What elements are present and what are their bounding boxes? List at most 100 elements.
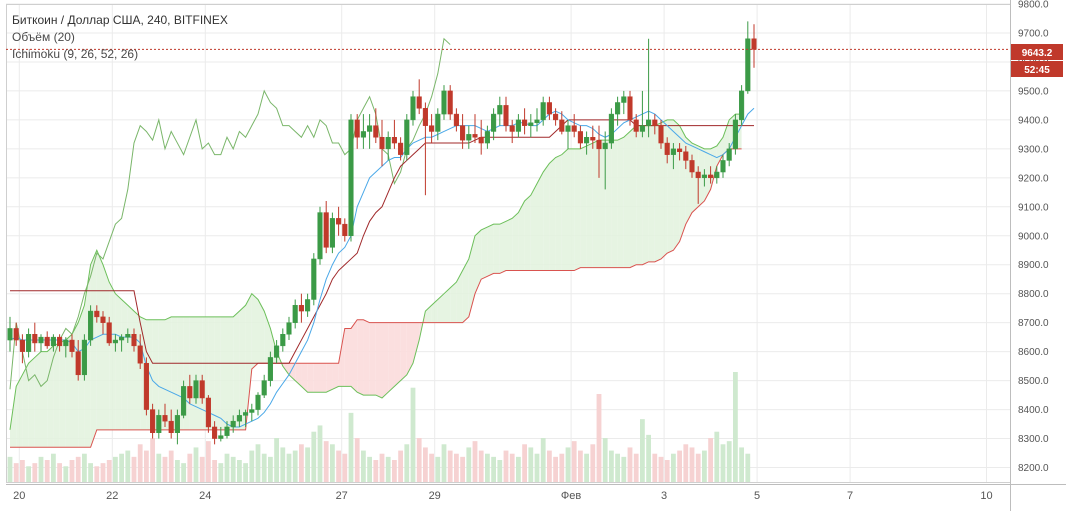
candle-body[interactable] bbox=[633, 119, 639, 132]
candle-body[interactable] bbox=[342, 223, 348, 237]
candle-body[interactable] bbox=[236, 415, 242, 422]
candle[interactable] bbox=[205, 395, 211, 433]
candle[interactable] bbox=[267, 351, 273, 387]
candle-body[interactable] bbox=[230, 420, 236, 428]
candle[interactable] bbox=[168, 409, 174, 439]
candle-body[interactable] bbox=[193, 380, 199, 399]
candle-body[interactable] bbox=[453, 113, 459, 126]
candle-body[interactable] bbox=[559, 119, 565, 132]
candle[interactable] bbox=[447, 85, 453, 120]
candle[interactable] bbox=[422, 102, 428, 196]
candle[interactable] bbox=[708, 166, 714, 184]
candle-body[interactable] bbox=[577, 131, 583, 144]
candle-body[interactable] bbox=[112, 339, 118, 344]
candle-body[interactable] bbox=[32, 334, 38, 344]
candle-body[interactable] bbox=[317, 212, 323, 260]
candle[interactable] bbox=[311, 253, 317, 306]
candle[interactable] bbox=[695, 166, 701, 204]
candle[interactable] bbox=[714, 166, 720, 184]
candle[interactable] bbox=[162, 403, 168, 427]
x-tick-label[interactable]: 27 bbox=[336, 490, 348, 502]
candle-body[interactable] bbox=[602, 142, 608, 150]
candle[interactable] bbox=[69, 334, 75, 358]
y-tick-label[interactable]: 8500.0 bbox=[1018, 376, 1049, 387]
candle-body[interactable] bbox=[608, 113, 614, 144]
candle[interactable] bbox=[32, 322, 38, 352]
candle[interactable] bbox=[732, 114, 738, 155]
candle[interactable] bbox=[57, 334, 63, 352]
candle-body[interactable] bbox=[540, 102, 546, 121]
candle[interactable] bbox=[584, 131, 590, 155]
candle[interactable] bbox=[230, 415, 236, 433]
y-tick-label[interactable]: 9500.0 bbox=[1018, 86, 1049, 97]
candle-body[interactable] bbox=[714, 171, 720, 179]
candle-body[interactable] bbox=[422, 108, 428, 126]
candle-body[interactable] bbox=[168, 420, 174, 434]
candle[interactable] bbox=[50, 334, 56, 352]
x-tick-label[interactable]: Фев bbox=[561, 490, 581, 502]
candle[interactable] bbox=[497, 96, 503, 126]
candle-body[interactable] bbox=[336, 218, 342, 225]
candle-body[interactable] bbox=[708, 174, 714, 179]
candle-body[interactable] bbox=[416, 96, 422, 109]
candle[interactable] bbox=[652, 114, 658, 135]
candle-body[interactable] bbox=[447, 90, 453, 115]
candle-body[interactable] bbox=[745, 38, 751, 92]
axes[interactable]: 8200.0 8300.0 8400.0 8500.0 8600.0 8700.0 8800… bbox=[6, 0, 1066, 511]
candle[interactable] bbox=[379, 119, 385, 167]
candle-body[interactable] bbox=[88, 310, 94, 341]
candle[interactable] bbox=[453, 108, 459, 132]
candle[interactable] bbox=[13, 322, 19, 346]
candle[interactable] bbox=[255, 392, 261, 416]
candle[interactable] bbox=[26, 328, 32, 358]
candle[interactable] bbox=[491, 108, 497, 141]
y-tick-label[interactable]: 9400.0 bbox=[1018, 115, 1049, 126]
candle[interactable] bbox=[212, 421, 218, 445]
candle[interactable] bbox=[224, 421, 230, 439]
candle-body[interactable] bbox=[701, 174, 707, 179]
legend-volume[interactable]: Объём (20) bbox=[12, 30, 75, 44]
legend-ichimoku[interactable]: Ichimoku (9, 26, 52, 26) bbox=[12, 47, 138, 61]
candle[interactable] bbox=[286, 316, 292, 341]
candle[interactable] bbox=[701, 169, 707, 187]
candle-body[interactable] bbox=[100, 316, 106, 323]
candle-body[interactable] bbox=[553, 113, 559, 121]
candle[interactable] bbox=[689, 154, 695, 178]
candle-body[interactable] bbox=[652, 119, 658, 126]
candle-body[interactable] bbox=[379, 137, 385, 150]
candle-body[interactable] bbox=[292, 305, 298, 323]
candle-body[interactable] bbox=[19, 339, 25, 352]
candle[interactable] bbox=[336, 206, 342, 236]
candle[interactable] bbox=[664, 137, 670, 164]
candle[interactable] bbox=[143, 357, 149, 416]
candle-body[interactable] bbox=[726, 148, 732, 161]
candle[interactable] bbox=[298, 293, 304, 323]
x-tick-label[interactable]: 22 bbox=[106, 490, 118, 502]
candle[interactable] bbox=[608, 108, 614, 149]
candle[interactable] bbox=[484, 125, 490, 149]
candle-body[interactable] bbox=[497, 105, 503, 115]
candle-body[interactable] bbox=[391, 137, 397, 144]
x-tick-label[interactable]: 3 bbox=[661, 490, 667, 502]
candle-body[interactable] bbox=[274, 345, 280, 358]
candle-body[interactable] bbox=[683, 151, 689, 161]
candle[interactable] bbox=[621, 90, 627, 115]
y-tick-label[interactable]: 9800.0 bbox=[1018, 0, 1049, 11]
candle-body[interactable] bbox=[590, 137, 596, 141]
candle[interactable] bbox=[615, 96, 621, 126]
candle[interactable] bbox=[478, 119, 484, 155]
candle[interactable] bbox=[670, 143, 676, 170]
candle-body[interactable] bbox=[466, 134, 472, 141]
candle[interactable] bbox=[187, 374, 193, 404]
candle-body[interactable] bbox=[478, 137, 484, 144]
candle-body[interactable] bbox=[546, 102, 552, 115]
candle[interactable] bbox=[81, 334, 87, 381]
candle[interactable] bbox=[429, 114, 435, 144]
candle-body[interactable] bbox=[323, 212, 329, 248]
candle[interactable] bbox=[677, 143, 683, 161]
candle-body[interactable] bbox=[131, 334, 137, 347]
candle-body[interactable] bbox=[509, 125, 515, 132]
candle-body[interactable] bbox=[181, 386, 187, 416]
candle[interactable] bbox=[739, 85, 745, 126]
